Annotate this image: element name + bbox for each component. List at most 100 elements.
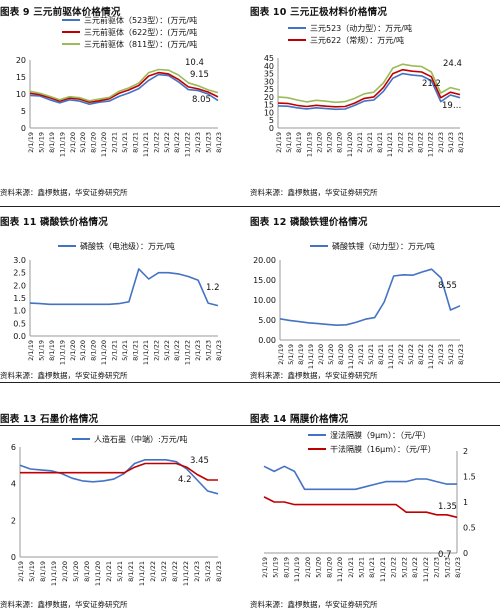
- chart-panel-9: 图表 9 三元前驱体价格情况 0 5 10 15 20 2/1/19 5/1/19 8/1/1…: [0, 0, 238, 205]
- series-line: [263, 496, 458, 519]
- x-tick-label: 2/1/23: [433, 557, 441, 578]
- x-tick-label: 5/1/19: [287, 344, 295, 365]
- x-tick-label: 8/1/23: [457, 344, 465, 365]
- x-tick-label: 2/1/22: [397, 344, 405, 365]
- y-tick-label: 0: [463, 549, 468, 558]
- series-line: [263, 465, 457, 491]
- x-tick-label: 2/1/22: [152, 340, 160, 361]
- x-tick-label: 8/1/20: [83, 561, 91, 582]
- x-tick-label: 5/1/22: [407, 344, 415, 365]
- y-tick-label: 35: [264, 70, 274, 79]
- x-tick-label: 8/1/23: [457, 132, 465, 153]
- data-label: 1.2: [206, 283, 220, 293]
- y-tick-label: 3.0: [13, 256, 26, 265]
- x-tick-label: 8/1/19: [297, 344, 305, 365]
- x-tick-label: 2/1/23: [194, 340, 202, 361]
- x-tick-label: 11/1/21: [142, 132, 150, 157]
- x-tick-label: 2/1/19: [27, 132, 35, 153]
- x-tick-label: 2/1/22: [390, 557, 398, 578]
- x-tick-label: 5/1/20: [327, 344, 335, 365]
- x-tick-label: 8/1/21: [377, 344, 385, 365]
- x-tick-label: 5/1/19: [28, 561, 36, 582]
- y-tick-label: 25: [264, 85, 274, 94]
- x-tick-label: 2/1/21: [356, 132, 364, 153]
- x-tick-label: 2/1/23: [193, 561, 201, 582]
- x-tick-label: 11/1/19: [307, 344, 315, 369]
- x-tick-label: 5/1/19: [285, 132, 293, 153]
- y-tick-label: 5: [21, 107, 26, 116]
- x-tick-label: 2/1/20: [315, 132, 323, 153]
- x-tick-label: 8/1/19: [282, 557, 290, 578]
- x-tick-label: 2/1/23: [194, 132, 202, 153]
- series-line: [279, 268, 461, 326]
- y-tick-label: 10: [264, 108, 274, 117]
- x-tick-label: 11/1/22: [184, 132, 192, 157]
- x-tick-label: 5/1/21: [121, 340, 129, 361]
- chart-title: 图表 10 三元正极材料价格情况: [250, 7, 388, 18]
- x-tick-label: 5/1/23: [447, 344, 455, 365]
- x-tick-label: 11/1/21: [138, 561, 146, 586]
- x-tick-label: 5/1/20: [315, 557, 323, 578]
- series-line: [29, 71, 219, 103]
- chart-panel-13: 图表 13 石墨价格情况 0 2 4 6 2/1/19 5/1/19 8/1/19 11/1/…: [0, 387, 238, 613]
- legend-label: 三元前驱体（523型）：(万元/吨: [84, 15, 197, 25]
- x-tick-label: 2/1/23: [437, 132, 445, 153]
- x-tick-label: 11/1/22: [427, 344, 435, 369]
- x-tick-label: 8/1/20: [90, 132, 98, 153]
- x-tick-label: 5/1/23: [447, 132, 455, 153]
- x-tick-label: 5/1/19: [272, 557, 280, 578]
- y-tick-label: 45: [264, 54, 274, 63]
- x-tick-label: 2/1/20: [69, 340, 77, 361]
- legend-label: 三元前驱体（811型）：(万元/吨: [84, 39, 197, 49]
- line-chart: 0.00 5.00 10.00 15.00 20.00 2/1/19 5/1/19 8/1/1…: [253, 241, 465, 369]
- data-label: 8.55: [438, 281, 457, 291]
- x-tick-label: 8/1/22: [411, 557, 419, 578]
- x-tick-label: 11/1/22: [184, 340, 192, 365]
- x-tick-label: 11/1/22: [427, 132, 435, 157]
- x-tick-label: 11/1/20: [100, 340, 108, 365]
- y-tick-label: 4: [11, 480, 16, 489]
- x-tick-label: 11/1/20: [347, 344, 355, 369]
- data-label: 4.2: [178, 475, 192, 485]
- chart-panel-11: 图表 11 磷酸铁价格情况 0.0 0.5 1.0 1.5 2.0 2.5 3.0 2/1/1…: [0, 212, 238, 407]
- y-tick-label: 0: [269, 124, 274, 133]
- x-tick-label: 8/1/22: [417, 132, 425, 153]
- y-tick-label: 1.5: [13, 294, 26, 303]
- y-tick-label: 6: [11, 443, 16, 452]
- x-tick-label: 8/1/21: [368, 557, 376, 578]
- x-tick-label: 8/1/21: [131, 132, 139, 153]
- legend-label: 磷酸铁（电池级）：万元/吨: [80, 241, 175, 251]
- x-tick-label: 2/1/21: [111, 340, 119, 361]
- legend-label: 三元523（动力型）：万元/吨: [310, 23, 412, 33]
- y-tick-label: 0.00: [258, 336, 276, 345]
- x-tick-label: 5/1/22: [163, 132, 171, 153]
- series-line: [19, 458, 219, 495]
- x-tick-label: 11/1/19: [305, 132, 313, 157]
- x-tick-label: 5/1/22: [406, 132, 414, 153]
- data-label: 24.4: [443, 59, 462, 69]
- x-tick-label: 2/1/20: [317, 344, 325, 365]
- x-tick-label: 8/1/21: [131, 340, 139, 361]
- chart-title: 图表 14 隔膜价格情况: [250, 414, 349, 425]
- chart-source: 资料来源：鑫椤数据，华安证券研究所: [250, 188, 378, 197]
- y-tick-label: 30: [264, 77, 274, 86]
- x-tick-label: 11/1/20: [100, 132, 108, 157]
- x-tick-label: 11/1/19: [293, 557, 301, 582]
- y-tick-label: 10: [16, 90, 26, 99]
- legend-label: 三元前驱体（622型）：(万元/吨: [84, 27, 197, 37]
- chart-source: 资料来源：鑫椤数据，华安证券研究所: [0, 371, 128, 380]
- x-tick-label: 5/1/19: [37, 132, 45, 153]
- x-tick-label: 2/1/19: [275, 132, 283, 153]
- x-tick-label: 5/1/21: [367, 344, 375, 365]
- x-tick-label: 2/1/20: [304, 557, 312, 578]
- data-label: 3.45: [190, 456, 209, 466]
- series-line: [20, 462, 218, 481]
- y-tick-label: 10.00: [253, 296, 276, 305]
- chart-panel-12: 图表 12 磷酸铁锂价格情况 0.00 5.00 10.00 15.00 20.00 2/…: [250, 212, 500, 407]
- y-tick-label: 0.5: [13, 319, 26, 328]
- x-tick-label: 8/1/20: [90, 340, 98, 361]
- x-tick-label: 11/1/22: [182, 561, 190, 586]
